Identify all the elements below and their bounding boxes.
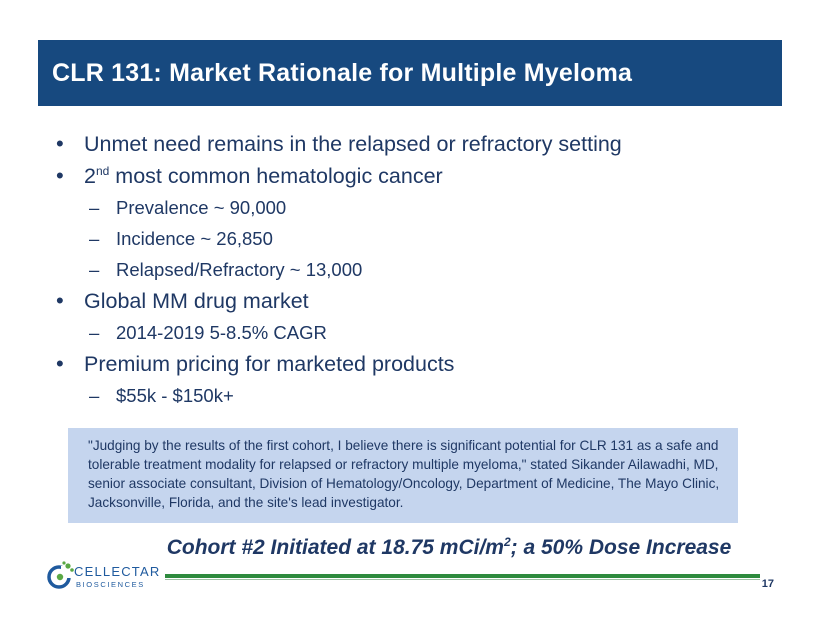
dash-icon: –	[89, 259, 100, 280]
dash-icon: –	[89, 385, 100, 406]
footer-divider	[165, 574, 760, 578]
sub-bullet-text: Relapsed/Refractory ~ 13,000	[116, 259, 363, 280]
sub-bullet-text: Incidence ~ 26,850	[116, 228, 273, 249]
bullet-premium-pricing: • Premium pricing for marketed products	[56, 348, 796, 380]
sub-bullet-relapsed: – Relapsed/Refractory ~ 13,000	[56, 254, 796, 285]
page-number: 17	[761, 578, 774, 590]
bullet-dot-icon: •	[56, 163, 64, 188]
sub-bullet-price-range: – $55k - $150k+	[56, 380, 796, 411]
logo-mark-icon	[47, 561, 74, 589]
bullet-dot-icon: •	[56, 351, 64, 376]
quote-text: "Judging by the results of the first coh…	[88, 438, 720, 510]
sub-bullet-prevalence: – Prevalence ~ 90,000	[56, 192, 796, 223]
bullet-dot-icon: •	[56, 131, 64, 156]
bullet-text: Unmet need remains in the relapsed or re…	[84, 132, 622, 156]
bullet-list: • Unmet need remains in the relapsed or …	[56, 128, 796, 411]
sub-bullet-incidence: – Incidence ~ 26,850	[56, 223, 796, 254]
sub-bullet-cagr: – 2014-2019 5-8.5% CAGR	[56, 317, 796, 348]
bullet-dot-icon: •	[56, 288, 64, 313]
bullet-unmet-need: • Unmet need remains in the relapsed or …	[56, 128, 796, 160]
sub-bullet-text: Prevalence ~ 90,000	[116, 197, 287, 218]
sub-bullet-text: $55k - $150k+	[116, 385, 234, 406]
dash-icon: –	[89, 228, 100, 249]
slide-title: CLR 131: Market Rationale for Multiple M…	[52, 58, 633, 87]
bullet-text: Premium pricing for marketed products	[84, 352, 455, 376]
dash-icon: –	[89, 322, 100, 343]
cohort-statement: Cohort #2 Initiated at 18.75 mCi/m2; a 5…	[166, 535, 732, 559]
title-bar: CLR 131: Market Rationale for Multiple M…	[38, 40, 782, 106]
bullet-text: 2nd most common hematologic cancer	[84, 163, 443, 188]
bullet-text: Global MM drug market	[84, 289, 309, 313]
bullet-hematologic-cancer: • 2nd most common hematologic cancer	[56, 160, 796, 192]
bullet-drug-market: • Global MM drug market	[56, 285, 796, 317]
logo-subtitle: BIOSCIENCES	[76, 580, 145, 589]
sub-bullet-text: 2014-2019 5-8.5% CAGR	[116, 322, 327, 343]
quote-box: "Judging by the results of the first coh…	[68, 428, 738, 523]
dash-icon: –	[89, 197, 100, 218]
company-logo: CELLECTAR BIOSCIENCES	[46, 556, 176, 596]
logo-name: CELLECTAR	[74, 564, 161, 579]
footer-divider-shadow	[165, 579, 760, 580]
